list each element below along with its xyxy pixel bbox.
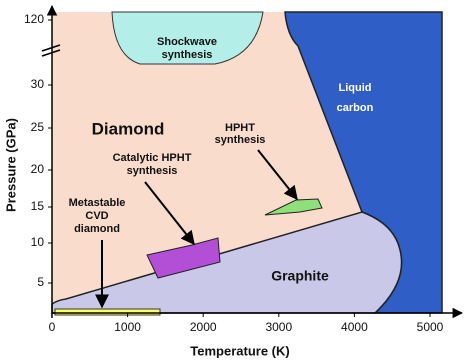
hpht-label: synthesis — [215, 134, 266, 146]
catalytic-label: synthesis — [127, 165, 178, 177]
x-tick-label: 3000 — [265, 320, 292, 334]
cvd-label: CVD — [85, 210, 108, 222]
catalytic-label: Catalytic HPHT — [113, 152, 192, 164]
y-tick-label: 20 — [31, 162, 45, 176]
y-tick-label: 5 — [37, 275, 44, 289]
liquid-label: carbon — [337, 102, 374, 114]
hpht-label: HPHT — [225, 122, 255, 134]
axis-break — [41, 44, 61, 57]
shockwave-region — [111, 11, 264, 65]
arrow — [257, 149, 298, 201]
x-tick-label: 1000 — [114, 320, 141, 334]
x-label: Temperature (K) — [190, 343, 289, 358]
x-tick-label: 4000 — [341, 320, 368, 334]
y-tick-label: 25 — [31, 120, 45, 134]
x-tick-label: 2000 — [190, 320, 217, 334]
y-tick-label: 10 — [31, 235, 45, 249]
shockwave-label: Shockwave — [157, 36, 217, 48]
x-tick-label: 5000 — [417, 320, 444, 334]
y-tick-label: 30 — [31, 77, 45, 91]
graphite-label: Graphite — [271, 268, 329, 284]
arrow — [144, 181, 195, 246]
diamond-label: Diamond — [92, 119, 165, 138]
cvd-label: Metastable — [69, 197, 126, 209]
shockwave-label: synthesis — [162, 49, 213, 61]
liquid-label: Liquid — [339, 82, 372, 94]
y-label: Pressure (GPa) — [3, 118, 18, 212]
cvd-label: diamond — [74, 223, 120, 235]
hpht-region — [264, 198, 323, 216]
graphite-region — [51, 211, 403, 314]
cvd-region — [54, 308, 161, 316]
x-tick-label: 0 — [49, 320, 56, 334]
y-tick-label: 15 — [31, 199, 45, 213]
catalytic-region — [146, 237, 221, 279]
y-tick-label: 120 — [24, 12, 44, 26]
